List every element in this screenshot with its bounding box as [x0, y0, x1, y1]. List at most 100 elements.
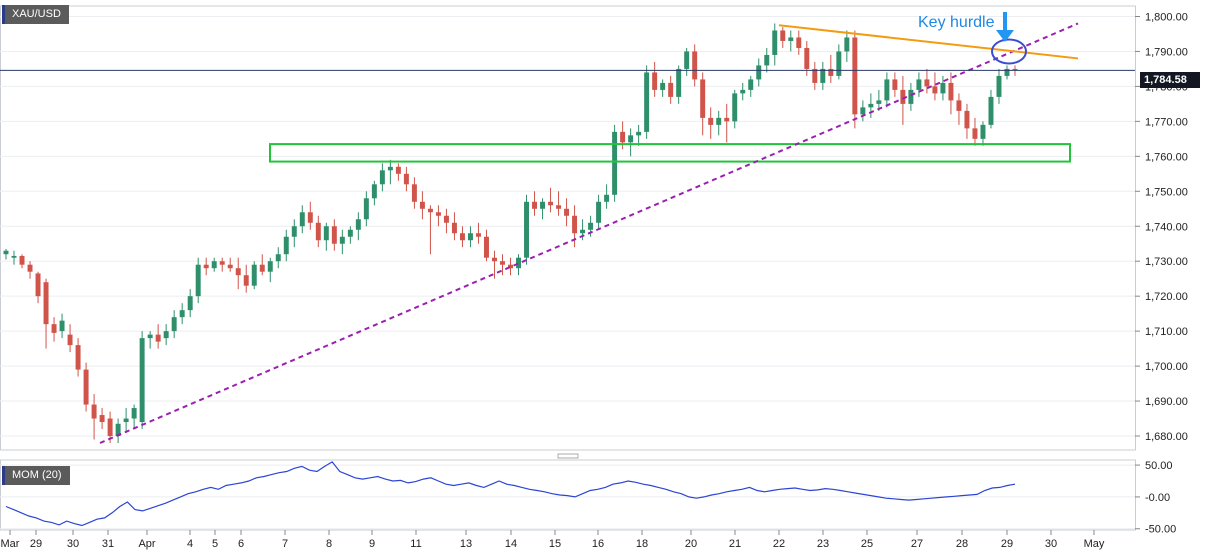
candle-body: [844, 37, 850, 52]
candle-body: [868, 103, 874, 108]
candle-body: [115, 423, 121, 437]
time-tick-label: 11: [410, 538, 421, 550]
candle-body: [355, 219, 361, 230]
candle-body: [540, 201, 546, 209]
candle-body: [980, 124, 986, 139]
key-hurdle-arrow-head: [996, 30, 1014, 42]
candle-body: [307, 212, 313, 223]
candle-body: [708, 117, 714, 125]
time-tick-label: 13: [460, 538, 472, 550]
candle-body: [371, 184, 377, 199]
time-tick-label: 9: [369, 538, 375, 550]
key-hurdle-circle: [991, 38, 1027, 65]
candle-body: [379, 170, 385, 185]
time-tick-label: 7: [282, 538, 288, 550]
candle-body: [395, 166, 401, 174]
candle-body: [475, 233, 481, 237]
candle-body: [339, 236, 345, 244]
candle-body: [596, 201, 602, 223]
candle-body: [347, 229, 353, 237]
momentum-pane: [0, 459, 1136, 531]
candle-body: [259, 264, 265, 272]
candle-body: [684, 51, 690, 69]
candle-body: [548, 201, 554, 206]
price-pane: [0, 5, 1136, 451]
mom-indicator-label: MOM (20): [2, 466, 70, 485]
candle-body: [660, 82, 666, 90]
candle-body: [99, 415, 105, 423]
momentum-line: [5, 461, 1016, 527]
time-tick-label: May: [1084, 538, 1105, 550]
candle-body: [235, 268, 241, 276]
candle-body: [147, 334, 153, 339]
candle-body: [19, 255, 25, 265]
time-tick-label: 29: [1001, 538, 1013, 550]
momentum-tick-label: -0.00: [1145, 492, 1170, 504]
candle-body: [203, 264, 209, 269]
candle-body: [884, 79, 890, 101]
candle-body: [131, 408, 137, 419]
candle-body: [443, 215, 449, 223]
time-tick-label: 15: [549, 538, 561, 550]
candle-body: [11, 255, 17, 258]
time-tick-label: 31: [102, 538, 114, 550]
candle-body: [972, 128, 978, 139]
time-tick-label: 16: [592, 538, 604, 550]
candle-body: [171, 317, 177, 332]
candle-body: [532, 201, 538, 209]
candle-body: [251, 264, 257, 286]
candle-body: [59, 320, 65, 332]
candle-body: [27, 264, 33, 272]
time-tick-label: 8: [326, 538, 332, 550]
time-tick-label: 6: [238, 538, 244, 550]
rising-trendline: [99, 22, 1079, 444]
price-tick-label: 1,680.00: [1145, 431, 1188, 443]
candle-body: [636, 131, 642, 136]
candle-body: [724, 117, 730, 122]
candle-body: [700, 79, 706, 118]
price-tick-label: 1,800.00: [1145, 11, 1188, 23]
price-tick-label: 1,700.00: [1145, 361, 1188, 373]
momentum-tick-label: 50.00: [1145, 460, 1173, 472]
candle-body: [331, 226, 337, 244]
candle-body: [299, 212, 305, 227]
candle-body: [812, 68, 818, 83]
candle-body: [748, 79, 754, 90]
candle-body: [492, 257, 497, 262]
candle-body: [123, 418, 129, 423]
candle-body: [644, 72, 650, 132]
time-tick-label: Apr: [138, 538, 155, 550]
price-tick-label: 1,730.00: [1145, 256, 1188, 268]
candle-body: [988, 96, 994, 125]
candle-body: [580, 229, 586, 234]
candle-body: [195, 264, 201, 297]
candle-body: [908, 89, 914, 104]
candle-body: [91, 404, 97, 419]
price-tick-label: 1,710.00: [1145, 326, 1188, 338]
price-tick-label: 1,740.00: [1145, 221, 1188, 233]
candle-body: [820, 68, 826, 83]
time-tick-label: Mar: [1, 538, 20, 550]
candle-body: [227, 264, 233, 269]
candle-body: [275, 254, 281, 262]
candle-body: [588, 222, 594, 230]
candle-body: [996, 75, 1002, 97]
candle-body: [828, 68, 834, 76]
candle-body: [764, 54, 770, 66]
candle-body: [524, 201, 529, 258]
candle-body: [892, 79, 898, 90]
candle-body: [427, 208, 433, 213]
candle-body: [75, 345, 81, 370]
candle-body: [411, 184, 417, 202]
price-tick-label: 1,750.00: [1145, 186, 1188, 198]
candle-body: [451, 222, 457, 234]
candle-body: [932, 86, 938, 94]
price-tick-label: 1,720.00: [1145, 291, 1188, 303]
candle-body: [692, 51, 698, 80]
candle-body: [243, 275, 249, 286]
candle-body: [916, 79, 922, 90]
candle-body: [291, 226, 297, 237]
candle-body: [1004, 68, 1010, 76]
candle-body: [323, 226, 329, 241]
